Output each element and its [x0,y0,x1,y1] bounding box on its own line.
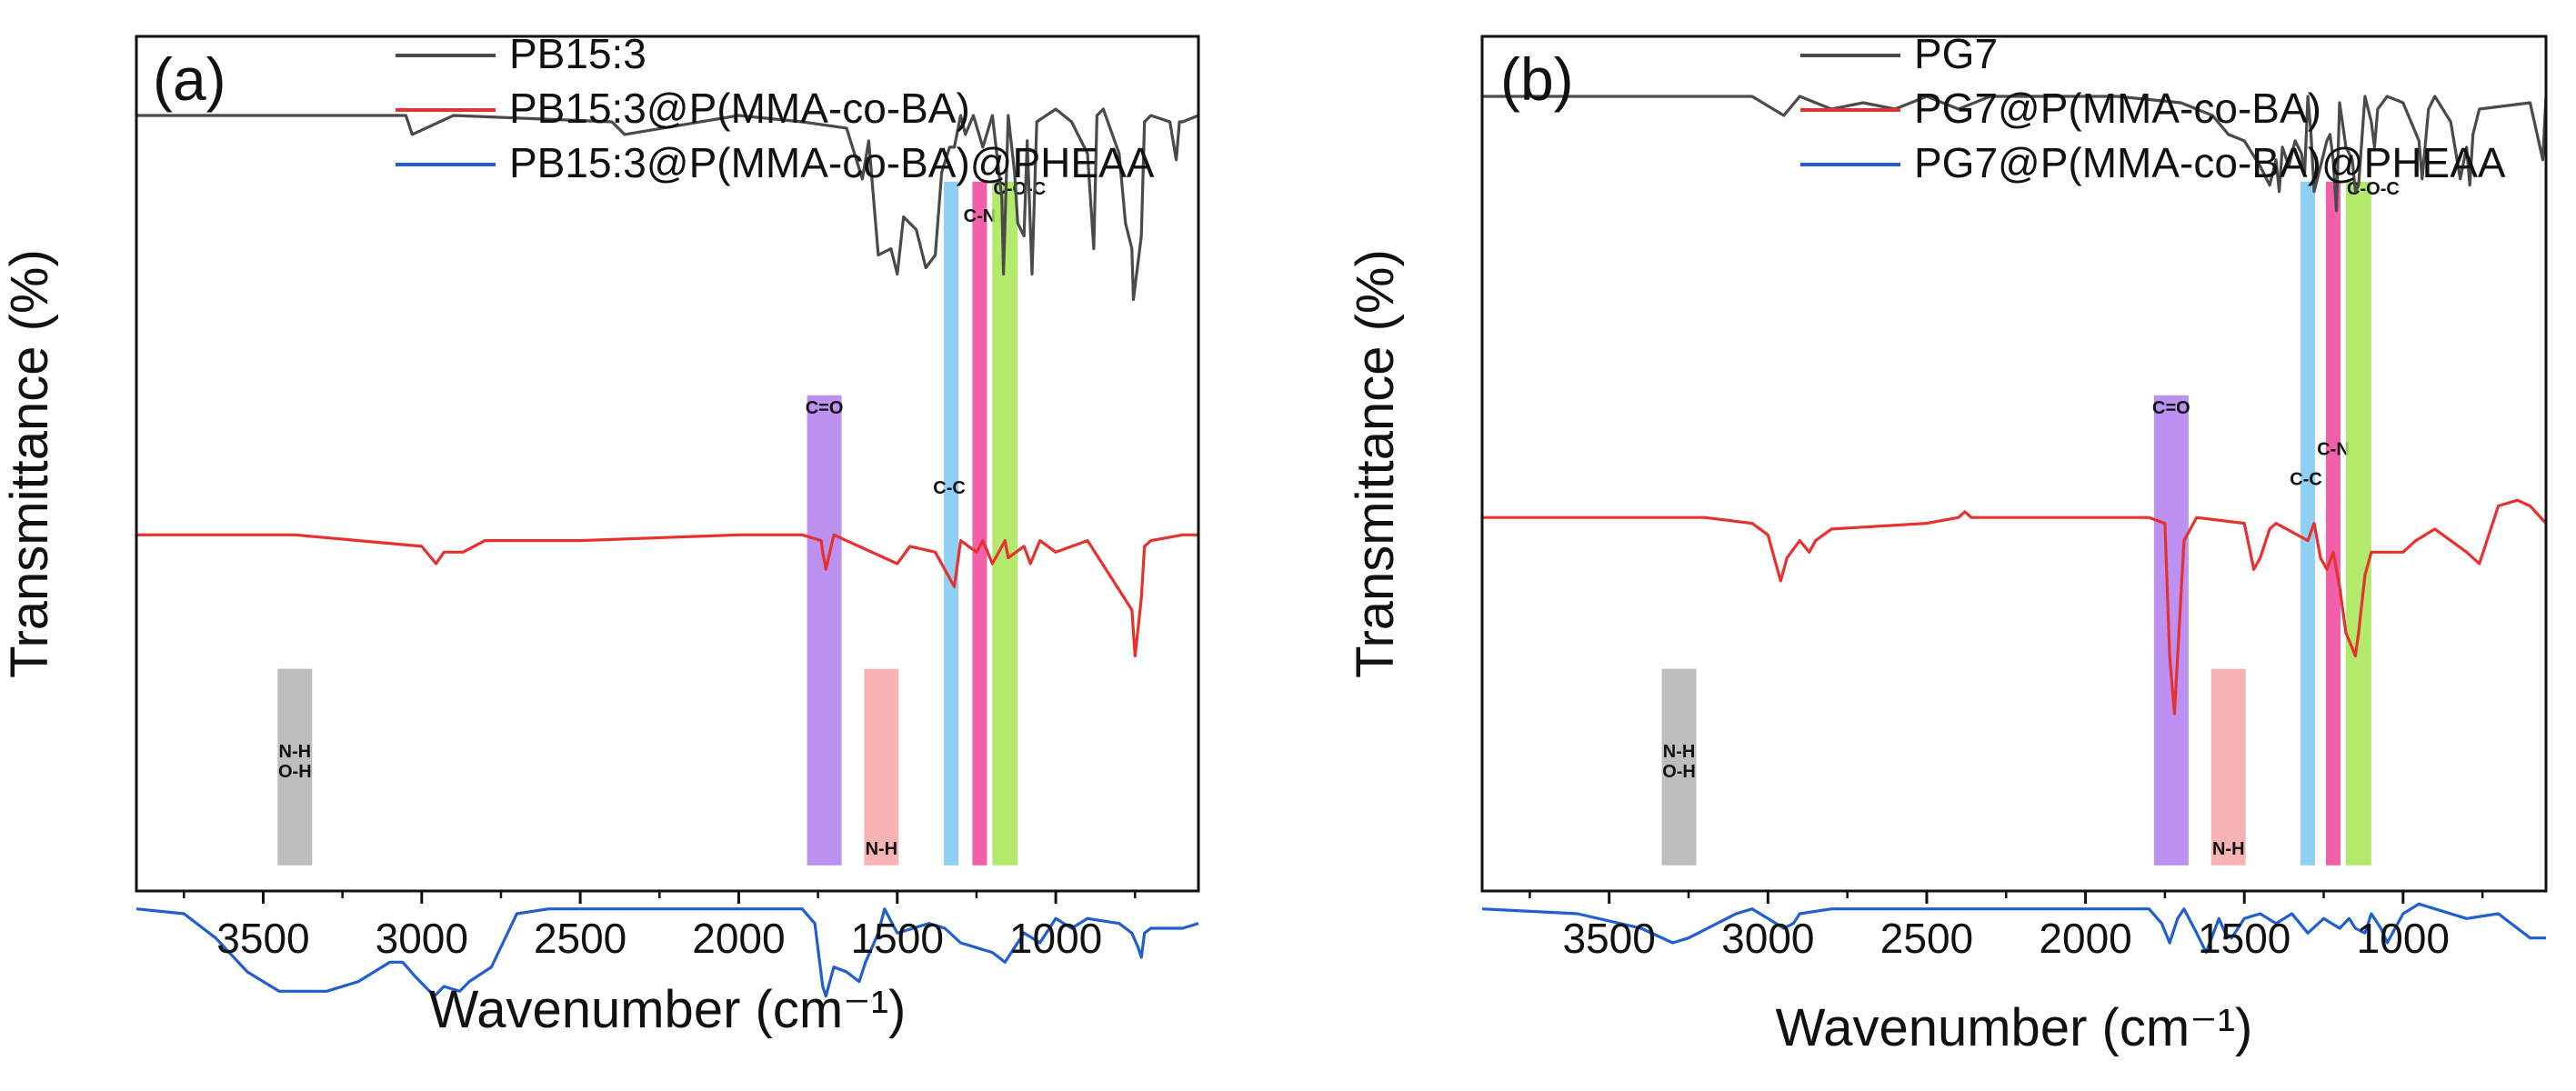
panel-label: (a) [153,45,226,113]
x-tick-label-1500: 1500 [851,915,944,962]
x-tick-label-1000: 1000 [2357,915,2450,962]
series-line-pg7-p-mma-co-ba-pheaa [1481,902,2546,955]
band-label-n-h-o-h: N-H O-H [278,742,312,782]
legend-label-pg7-p-mma-co-ba: PG7@P(MMA-co-BA) [1914,85,2321,132]
x-tick-label-2000: 2000 [692,915,785,962]
plot-frame [135,35,1200,893]
band-label-c-c: C-C [933,478,966,498]
band-label-c-n: C-N [2317,440,2350,460]
series-line-pb15-3-p-mma-co-ba-pheaa [135,907,1199,998]
band-c-o-c [992,181,1018,866]
x-tick-label-3000: 3000 [376,915,468,962]
legend-label-pb15-3: PB15:3 [509,30,647,77]
band-n-h [2210,668,2246,866]
legend-label-pb15-3-p-mma-co-ba: PB15:3@P(MMA-co-BA) [509,85,970,132]
panel-label: (b) [1500,45,1574,113]
band-label-n-h: N-H [2212,839,2245,859]
band-c-c [944,181,959,866]
series-line-pg7-p-mma-co-ba [1482,498,2548,716]
x-tick-label-2000: 2000 [2039,915,2131,962]
y-axis-title: Transmittance (%) [0,249,59,678]
band-c-o [807,395,842,866]
band-label-c-o: C=O [806,398,844,418]
series-line-pb15-3-p-mma-co-ba [136,533,1198,658]
x-tick-label-2500: 2500 [1880,915,1973,962]
band-c-c [2300,181,2316,866]
band-n-h [864,668,899,866]
band-c-n [2326,181,2340,866]
band-c-n [972,181,987,866]
x-tick-label-3500: 3500 [216,915,309,962]
band-label-n-h-o-h: N-H O-H [1662,742,1696,782]
band-n-h-o-h [1661,668,1697,866]
y-axis-title: Transmittance (%) [1346,249,1405,678]
legend-label-pb15-3-p-mma-co-ba-pheaa: PB15:3@P(MMA-co-BA)@PHEAA [509,139,1155,186]
band-label-c-o: C=O [2152,398,2190,418]
x-tick-label-3000: 3000 [1721,915,1814,962]
band-label-c-c: C-C [2290,470,2322,490]
band-label-n-h: N-H [866,839,898,859]
x-tick-label-1000: 1000 [1009,915,1102,962]
x-tick-label-2500: 2500 [534,915,626,962]
x-tick-label-1500: 1500 [2198,915,2290,962]
band-n-h-o-h [277,668,313,866]
series-line-pg7 [1482,95,2548,213]
band-label-c-n: C-N [964,206,997,226]
plot-frame [1480,35,2548,893]
legend-label-pg7-p-mma-co-ba-pheaa: PG7@P(MMA-co-BA)@PHEAA [1914,139,2506,186]
band-c-o [2153,395,2189,866]
series-line-pb15-3 [136,107,1199,301]
x-axis-title: Wavenumber (cm⁻¹) [1776,998,2253,1057]
band-c-o-c [2345,181,2371,866]
legend-label-pg7: PG7 [1914,30,1998,77]
x-axis-title: Wavenumber (cm⁻¹) [429,980,907,1039]
x-tick-label-3500: 3500 [1563,915,1656,962]
